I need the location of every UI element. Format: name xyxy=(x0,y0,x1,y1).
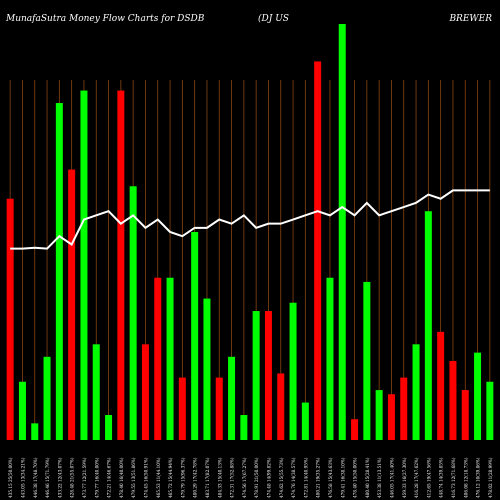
bar xyxy=(351,419,359,440)
x-tick-label: 474.45 16(50.91%) xyxy=(143,457,148,498)
x-tick-label: 446.38 17(48.70%) xyxy=(33,457,38,498)
bar xyxy=(105,415,113,440)
bar xyxy=(55,103,63,440)
bar xyxy=(203,298,211,440)
x-tick-label: 465.53 11(44.10%) xyxy=(156,457,161,498)
bar xyxy=(326,277,334,440)
bar xyxy=(191,232,199,440)
x-tick-label: 416.73 12(71.68%) xyxy=(451,457,456,498)
x-tick-label: 478.02 11(28.99%) xyxy=(488,457,493,498)
bar xyxy=(338,24,346,440)
x-tick-label: 428.48 21(55.07%) xyxy=(70,457,75,498)
x-tick-label: 484.33 15(40.13%) xyxy=(217,457,222,498)
chart-index-tag: (DJ US xyxy=(258,14,289,24)
bar xyxy=(68,169,76,440)
x-tick-label: 448.74 14(39.85%) xyxy=(439,457,444,498)
x-tick-label: 453.38 11(13.51%) xyxy=(377,457,382,498)
bar xyxy=(314,61,322,440)
x-tick-label: 479.79 15(96.37%) xyxy=(180,457,185,498)
bar xyxy=(31,423,39,440)
x-tick-label: 478.91 21(50.00%) xyxy=(254,457,259,498)
x-tick-label: 435.15 25(50.00%) xyxy=(8,457,13,498)
bar xyxy=(154,277,162,440)
x-tick-label: 459.33 16(27.30%) xyxy=(402,457,407,498)
bar xyxy=(461,390,469,440)
x-tick-label: 480.21 19(35.27%) xyxy=(316,457,321,498)
bar xyxy=(252,311,260,440)
x-tick-label: 443.05 13(34.21%) xyxy=(20,457,25,498)
bar xyxy=(178,377,186,440)
x-tick-label: 474.62 15(55.73%) xyxy=(279,457,284,498)
x-tick-label: 473.77 12(21.59%) xyxy=(82,457,87,498)
x-tick-label: 465.72 15(44.94%) xyxy=(168,457,173,498)
bar xyxy=(424,211,432,440)
bar xyxy=(301,402,309,440)
bar xyxy=(375,390,383,440)
x-tick-label: 446.46 15(71.79%) xyxy=(45,457,50,498)
bar xyxy=(129,186,137,440)
bar xyxy=(117,90,125,440)
x-tick-label: 474.76 14(38.57%) xyxy=(291,457,296,498)
chart-title: MunafaSutra Money Flow Charts for DSDB xyxy=(6,14,205,24)
bar xyxy=(449,360,457,440)
bar xyxy=(412,344,420,440)
x-tick-label: 412.65 19(47.56%) xyxy=(426,457,431,498)
bar xyxy=(363,281,371,440)
x-tick-label: 478.40 16(40.00%) xyxy=(119,457,124,498)
x-tick-label: 472.21 14(46.67%) xyxy=(107,457,112,498)
bar xyxy=(43,356,51,440)
x-tick-label: 472.31 17(52.88%) xyxy=(230,457,235,498)
bar xyxy=(264,311,272,440)
bar xyxy=(141,344,149,440)
x-tick-label: 446.05 17(41.40%) xyxy=(389,457,394,498)
x-tick-label: 433.22 12(43.07%) xyxy=(57,457,62,498)
x-tick-label: 476.12 10(39.86%) xyxy=(476,457,481,498)
bar xyxy=(289,302,297,440)
x-tick-label: 479.41 16(38.10%) xyxy=(340,457,345,498)
bar xyxy=(228,356,236,440)
chart-sector-tag: BREWER xyxy=(449,14,492,24)
bar xyxy=(486,381,494,440)
bar xyxy=(6,198,14,440)
x-tick-label: 474.56 17(67.27%) xyxy=(242,457,247,498)
bar xyxy=(387,394,395,440)
x-tick-label: 474.48 14(99.82%) xyxy=(266,457,271,498)
x-tick-label: 472.81 14(40.95%) xyxy=(303,457,308,498)
bar xyxy=(240,415,248,440)
bar xyxy=(166,277,174,440)
x-tick-label: 416.28 17(47.62%) xyxy=(414,457,419,498)
x-tick-label: 480.29 17(42.78%) xyxy=(193,457,198,498)
bar xyxy=(92,344,100,440)
x-tick-label: 483.71 17(82.07%) xyxy=(205,457,210,498)
bar xyxy=(437,331,445,440)
x-tick-label: 476.58 15(43.63%) xyxy=(328,457,333,498)
x-tick-label: 479.77 16(40.00%) xyxy=(94,457,99,498)
x-tick-label: 480.40 15(28.41%) xyxy=(365,457,370,498)
bar xyxy=(80,90,88,440)
bar xyxy=(215,377,223,440)
x-tick-label: 479.55 13(51.86%) xyxy=(131,457,136,498)
bar xyxy=(474,352,482,440)
bar xyxy=(400,377,408,440)
x-tick-label: 406.08 12(18.73%) xyxy=(463,457,468,498)
bar xyxy=(18,381,26,440)
trend-line xyxy=(10,189,490,250)
bar xyxy=(277,373,285,440)
x-tick-label: 478.40 15(50.00%) xyxy=(353,457,358,498)
